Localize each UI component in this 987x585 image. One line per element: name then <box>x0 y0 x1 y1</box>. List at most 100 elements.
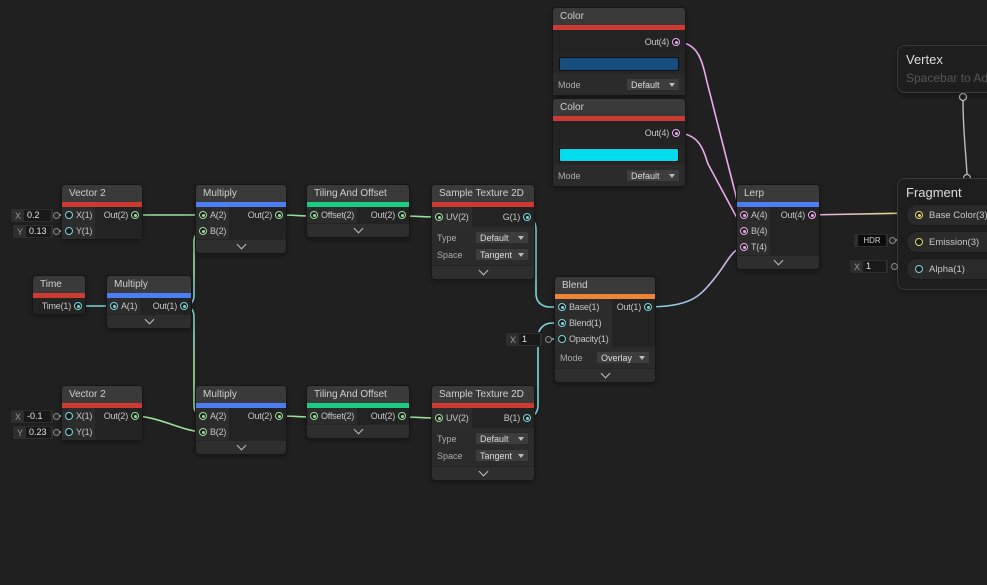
collapse-preview-button[interactable] <box>307 424 409 438</box>
space-dropdown[interactable]: Tangent <box>475 449 529 462</box>
node-title[interactable]: Multiply <box>107 276 191 293</box>
output-port-out[interactable] <box>131 412 139 420</box>
wire-color1-to-lerp-a[interactable] <box>675 41 747 216</box>
mode-dropdown[interactable]: Default <box>626 169 680 182</box>
node-title[interactable]: Lerp <box>737 185 819 202</box>
node-title[interactable]: Color <box>553 8 685 25</box>
input-port-x[interactable] <box>65 211 73 219</box>
type-dropdown[interactable]: Default <box>475 432 529 445</box>
output-port-out[interactable] <box>275 412 283 420</box>
field-value[interactable]: 1 <box>519 334 540 345</box>
base-color-port[interactable] <box>915 211 923 219</box>
alpha-port[interactable] <box>915 265 923 273</box>
node-title[interactable]: Tiling And Offset <box>307 185 409 202</box>
field-value[interactable]: 0.23 <box>26 427 51 438</box>
output-port-g[interactable] <box>523 213 531 221</box>
type-dropdown[interactable]: Default <box>475 231 529 244</box>
output-port-out[interactable] <box>644 303 652 311</box>
vector2-top-y-field[interactable]: Y 0.13 <box>12 224 54 239</box>
input-port-a[interactable] <box>199 211 207 219</box>
input-port-a[interactable] <box>110 302 118 310</box>
output-port-out4[interactable] <box>672 38 680 46</box>
input-port-b[interactable] <box>199 227 207 235</box>
collapse-preview-button[interactable] <box>737 255 819 269</box>
mode-dropdown[interactable]: Default <box>626 78 680 91</box>
input-port-uv[interactable] <box>435 213 443 221</box>
node-sample-texture-bottom[interactable]: Sample Texture 2D UV(2) B(1) Type Defaul… <box>432 386 534 480</box>
collapse-preview-button[interactable] <box>196 440 286 454</box>
field-value[interactable]: 1 <box>863 261 886 272</box>
collapse-preview-button[interactable] <box>196 239 286 253</box>
collapse-preview-button[interactable] <box>432 466 534 480</box>
field-value[interactable]: -0.1 <box>24 411 51 422</box>
node-tiling-offset-bottom[interactable]: Tiling And Offset Offset(2) Out(2) <box>307 386 409 438</box>
node-title[interactable]: Multiply <box>196 386 286 403</box>
input-port-y[interactable] <box>65 227 73 235</box>
node-title[interactable]: Vector 2 <box>62 185 142 202</box>
output-port-out[interactable] <box>275 211 283 219</box>
block-alpha[interactable]: Alpha(1) <box>906 258 987 280</box>
input-port-b[interactable] <box>740 227 748 235</box>
input-port-opacity[interactable] <box>558 335 566 343</box>
node-tiling-offset-top[interactable]: Tiling And Offset Offset(2) Out(2) <box>307 185 409 237</box>
node-multiply-time[interactable]: Multiply A(1) Out(1) <box>107 276 191 328</box>
output-port-out4[interactable] <box>672 129 680 137</box>
node-title[interactable]: Sample Texture 2D <box>432 185 534 202</box>
wire-lerp-to-basecolor[interactable] <box>805 212 916 216</box>
output-port-time[interactable] <box>74 302 82 310</box>
vector2-bottom-y-field[interactable]: Y 0.23 <box>12 425 54 440</box>
input-port-a[interactable] <box>199 412 207 420</box>
mode-dropdown[interactable]: Overlay <box>596 351 650 364</box>
node-vector2-bottom[interactable]: Vector 2 X(1) Y(1) Out(2) <box>62 386 142 440</box>
node-title[interactable]: Sample Texture 2D <box>432 386 534 403</box>
color-swatch[interactable] <box>559 57 679 71</box>
hdr-badge[interactable]: HDR <box>858 235 886 246</box>
node-color-2[interactable]: Color Out(4) Mode Default <box>553 99 685 186</box>
output-port-out[interactable] <box>808 211 816 219</box>
field-value[interactable]: 0.2 <box>24 210 51 221</box>
output-port-out[interactable] <box>180 302 188 310</box>
output-port-out[interactable] <box>398 211 406 219</box>
node-sample-texture-top[interactable]: Sample Texture 2D UV(2) G(1) Type Defaul… <box>432 185 534 279</box>
node-title[interactable]: Blend <box>555 277 655 294</box>
wire-blend-to-lerp-t[interactable] <box>645 246 747 308</box>
space-dropdown[interactable]: Tangent <box>475 248 529 261</box>
wire-vertex-to-fragment[interactable] <box>962 99 968 176</box>
fragment-alpha-field[interactable]: X 1 <box>849 259 889 274</box>
color-swatch[interactable] <box>559 148 679 162</box>
node-multiply-top[interactable]: Multiply A(2) B(2) Out(2) <box>196 185 286 253</box>
fragment-context-block[interactable]: Fragment Base Color(3) Emission(3) Alpha… <box>897 178 987 290</box>
node-color-1[interactable]: Color Out(4) Mode Default <box>553 8 685 95</box>
vector2-bottom-x-field[interactable]: X -0.1 <box>10 409 54 424</box>
add-block-placeholder[interactable]: Spacebar to Add <box>906 71 987 85</box>
input-port-b[interactable] <box>199 428 207 436</box>
node-title[interactable]: Tiling And Offset <box>307 386 409 403</box>
collapse-preview-button[interactable] <box>432 265 534 279</box>
node-title[interactable]: Time <box>33 276 85 293</box>
node-lerp[interactable]: Lerp A(4) B(4) T(4) Out(4) <box>737 185 819 269</box>
input-port-t[interactable] <box>740 243 748 251</box>
node-vector2-top[interactable]: Vector 2 X(1) Y(1) Out(2) <box>62 185 142 239</box>
collapse-preview-button[interactable] <box>555 368 655 382</box>
input-port-uv[interactable] <box>435 414 443 422</box>
wire-v2bot-to-multiplybot-b[interactable] <box>132 415 206 433</box>
input-port-blend[interactable] <box>558 319 566 327</box>
node-title[interactable]: Multiply <box>196 185 286 202</box>
input-port-offset[interactable] <box>310 412 318 420</box>
input-port-base[interactable] <box>558 303 566 311</box>
node-title[interactable]: Color <box>553 99 685 116</box>
output-port-out[interactable] <box>398 412 406 420</box>
output-port-b[interactable] <box>523 414 531 422</box>
node-time[interactable]: Time Time(1) <box>33 276 85 314</box>
vertex-context-block[interactable]: Vertex Spacebar to Add <box>897 45 987 93</box>
block-base-color[interactable]: Base Color(3) <box>906 204 987 226</box>
output-port-out[interactable] <box>131 211 139 219</box>
vertex-stack-port[interactable] <box>958 92 968 102</box>
wire-color2-to-lerp-b[interactable] <box>675 132 747 232</box>
vector2-top-x-field[interactable]: X 0.2 <box>10 208 54 223</box>
emission-hdr-field[interactable]: HDR <box>853 233 889 248</box>
field-value[interactable]: 0.13 <box>26 226 51 237</box>
input-port-a[interactable] <box>740 211 748 219</box>
input-port-y[interactable] <box>65 428 73 436</box>
